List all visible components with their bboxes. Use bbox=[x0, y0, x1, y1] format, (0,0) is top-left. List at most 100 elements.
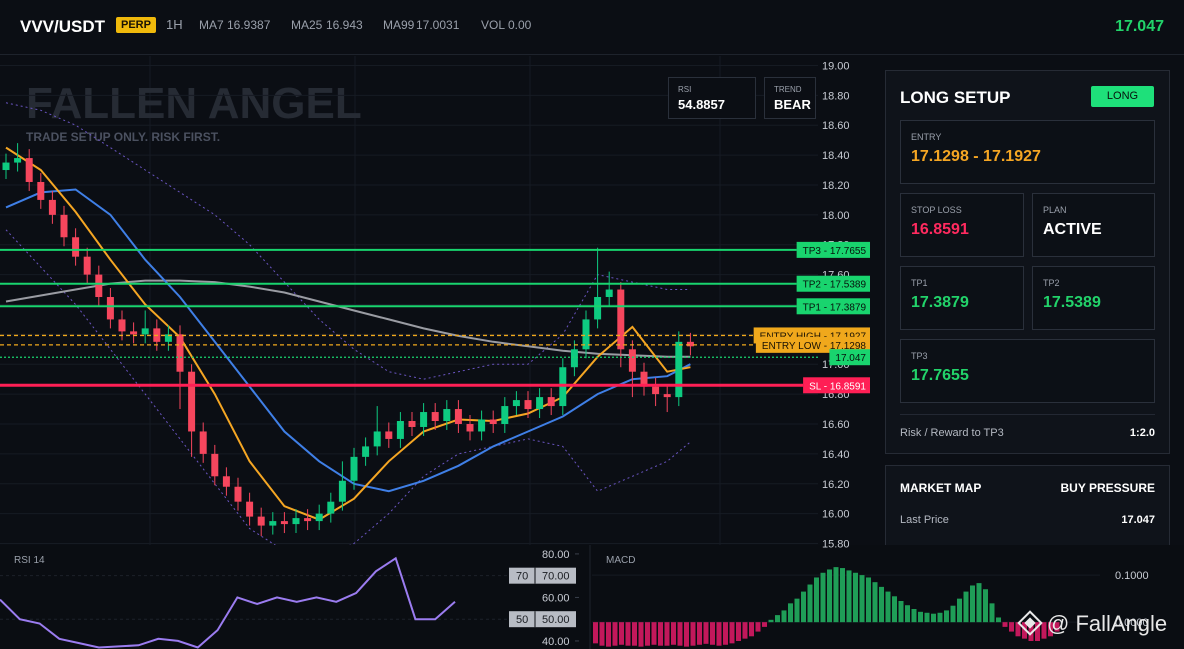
vertical-grid bbox=[149, 56, 721, 545]
macd-bar bbox=[1041, 622, 1047, 639]
levels: TP3 - 17.7655 TP2 - 17.5389 TP1 - 17.3879 E… bbox=[0, 241, 870, 394]
candle-body bbox=[188, 371, 196, 432]
macd-bar bbox=[710, 622, 715, 645]
macd-bar bbox=[645, 622, 650, 646]
candle-body bbox=[478, 419, 486, 432]
candle-body bbox=[199, 431, 207, 454]
rsi-tick-label: 80.00 bbox=[542, 549, 570, 561]
macd-bar bbox=[729, 622, 735, 644]
last-price-value: 17.047 bbox=[1121, 514, 1155, 526]
candle-body bbox=[617, 289, 625, 350]
macd-bar bbox=[775, 615, 780, 623]
macd-bar bbox=[593, 622, 598, 644]
macd-bar bbox=[619, 622, 624, 645]
rsi-tick-label: 60.00 bbox=[542, 592, 570, 604]
macd-bar bbox=[898, 601, 904, 623]
candle-body bbox=[536, 397, 544, 410]
field-label: PLAN bbox=[1043, 205, 1067, 215]
candle-body bbox=[594, 297, 602, 320]
field-value: 17.7655 bbox=[911, 367, 969, 384]
candle-body bbox=[663, 394, 671, 398]
macd-bar bbox=[840, 568, 845, 623]
macd-bar bbox=[859, 575, 865, 623]
candle-body bbox=[420, 412, 428, 427]
y-tick-label: 18.40 bbox=[822, 150, 850, 162]
rsi-line bbox=[0, 556, 456, 649]
macd-bar bbox=[989, 603, 995, 623]
lower-panels-bg bbox=[0, 545, 1184, 649]
field-label: ENTRY bbox=[911, 132, 942, 142]
y-tick-label: 18.00 bbox=[822, 210, 850, 222]
level-tag-text: ENTRY LOW - 17.1298 bbox=[762, 341, 867, 352]
macd-bar bbox=[703, 622, 709, 644]
indicator-value: 0.00 bbox=[508, 18, 532, 32]
macd-bar bbox=[937, 612, 943, 623]
candle-body bbox=[547, 397, 555, 407]
candle-body bbox=[234, 486, 242, 502]
macd-bar bbox=[918, 611, 923, 623]
candle-body bbox=[222, 476, 230, 487]
y-tick-label: 16.00 bbox=[822, 509, 850, 521]
rsi-level-label: 50.00 bbox=[542, 614, 570, 626]
rsi-badge: RSI 54.8857 bbox=[668, 77, 756, 119]
indicator-value: 16.943 bbox=[326, 18, 363, 32]
ma-line bbox=[5, 146, 691, 521]
candle-body bbox=[141, 328, 149, 335]
symbol: VVV/USDT bbox=[20, 17, 106, 36]
macd-bar bbox=[1009, 622, 1014, 632]
macd-bar bbox=[794, 598, 800, 623]
macd-bar bbox=[996, 617, 1001, 623]
macd-bar bbox=[827, 569, 832, 623]
macd-bar bbox=[671, 622, 676, 645]
candle-body bbox=[350, 456, 358, 481]
macd-bar bbox=[950, 605, 956, 623]
candle-body bbox=[257, 516, 265, 526]
market-badge: PERP bbox=[116, 17, 156, 33]
plan-box: PLAN ACTIVE bbox=[1032, 193, 1155, 257]
rr-label: Risk / Reward to TP3 bbox=[900, 427, 1004, 439]
macd-bar bbox=[742, 622, 748, 639]
macd-bar bbox=[807, 584, 813, 623]
brand-icon bbox=[1017, 610, 1043, 636]
tp2-box: TP2 17.5389 bbox=[1032, 266, 1155, 330]
indicator-label: MA7 bbox=[199, 18, 224, 32]
brand-watermark: @ FallAngle bbox=[1017, 610, 1167, 636]
macd-bar bbox=[625, 622, 631, 646]
candles bbox=[2, 143, 694, 537]
level-tag bbox=[796, 241, 870, 258]
candle-body bbox=[570, 349, 578, 368]
macd-bar bbox=[664, 622, 670, 646]
candle-body bbox=[95, 274, 103, 298]
macd-bar bbox=[606, 622, 611, 647]
candle-body bbox=[164, 334, 172, 342]
level-tag-text: TP3 - 17.7655 bbox=[803, 246, 867, 257]
macd-bar bbox=[846, 570, 852, 623]
rsi-tick-label: 40.00 bbox=[542, 636, 570, 648]
macd-bar bbox=[905, 605, 910, 623]
level-tag-text: SL - 16.8591 bbox=[809, 381, 866, 392]
indicator-label: VOL bbox=[481, 18, 506, 32]
candle-body bbox=[408, 421, 416, 427]
macd-bar bbox=[1048, 622, 1053, 637]
candle-body bbox=[524, 400, 532, 410]
tp3-box: TP3 17.7655 bbox=[900, 339, 1155, 403]
field-value: ACTIVE bbox=[1043, 221, 1102, 238]
macd-bar bbox=[976, 583, 982, 623]
macd-bar bbox=[963, 591, 969, 623]
rsi-level-badge bbox=[509, 567, 576, 584]
macd-bar bbox=[658, 622, 663, 646]
candle-body bbox=[501, 406, 509, 424]
macd-bar bbox=[762, 622, 767, 627]
macd-bar bbox=[1002, 622, 1008, 627]
interval[interactable]: 1H bbox=[166, 17, 183, 32]
macd-panel: MACD 0.1000 0.0000 bbox=[592, 555, 1149, 647]
market-map-card: MARKET MAP BUY PRESSURE Last Price 17.04… bbox=[885, 465, 1170, 545]
candle-body bbox=[686, 341, 694, 347]
candle-body bbox=[605, 289, 613, 298]
candle-body bbox=[246, 501, 254, 517]
level-tag bbox=[803, 377, 870, 394]
indicator-value: 16.9387 bbox=[227, 18, 271, 32]
macd-bar bbox=[677, 622, 683, 646]
macd-title: MACD bbox=[606, 555, 635, 566]
